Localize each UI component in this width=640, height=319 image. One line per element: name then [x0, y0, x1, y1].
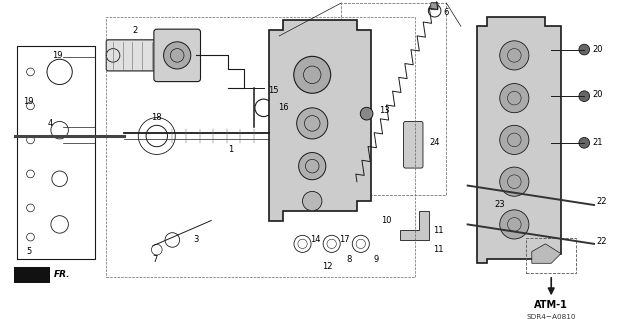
FancyBboxPatch shape	[106, 40, 164, 71]
Circle shape	[500, 125, 529, 154]
Text: FR.: FR.	[54, 271, 70, 279]
Text: 19: 19	[23, 97, 34, 106]
Circle shape	[360, 108, 373, 120]
Circle shape	[297, 108, 328, 139]
Circle shape	[303, 191, 322, 211]
Text: 10: 10	[381, 216, 391, 225]
Text: ATM-1: ATM-1	[534, 300, 568, 310]
Text: 18: 18	[152, 113, 162, 122]
Text: 8: 8	[346, 255, 352, 264]
Text: 23: 23	[495, 201, 505, 210]
FancyBboxPatch shape	[154, 29, 200, 82]
Text: 6: 6	[444, 8, 449, 17]
Text: 22: 22	[596, 237, 607, 246]
Circle shape	[294, 56, 331, 93]
Circle shape	[579, 44, 589, 55]
Circle shape	[500, 84, 529, 113]
Text: 13: 13	[379, 106, 389, 115]
Text: 22: 22	[596, 197, 607, 206]
Text: 20: 20	[593, 90, 603, 99]
Text: 17: 17	[339, 235, 349, 244]
Circle shape	[299, 152, 326, 180]
Polygon shape	[14, 267, 50, 283]
Text: SDR4−A0810: SDR4−A0810	[527, 314, 576, 319]
Circle shape	[579, 91, 589, 101]
Circle shape	[500, 167, 529, 196]
Text: 1: 1	[228, 145, 233, 154]
Text: 11: 11	[433, 226, 444, 235]
Polygon shape	[269, 20, 371, 220]
Text: 7: 7	[152, 255, 157, 264]
Text: 3: 3	[193, 235, 198, 244]
Text: 11: 11	[433, 245, 444, 254]
FancyBboxPatch shape	[431, 3, 438, 10]
Circle shape	[579, 137, 589, 148]
Text: 9: 9	[374, 255, 379, 264]
Text: 16: 16	[278, 103, 289, 112]
Polygon shape	[477, 17, 561, 263]
Polygon shape	[532, 244, 561, 263]
Circle shape	[500, 210, 529, 239]
Circle shape	[164, 42, 191, 69]
Text: 21: 21	[593, 138, 603, 147]
Text: 15: 15	[268, 86, 278, 95]
Text: 5: 5	[26, 247, 31, 256]
Text: 4: 4	[47, 119, 52, 128]
Polygon shape	[399, 211, 429, 240]
Text: 12: 12	[323, 262, 333, 271]
Text: 19: 19	[52, 51, 63, 60]
Text: 2: 2	[132, 26, 138, 35]
Text: 14: 14	[310, 235, 321, 244]
Text: 24: 24	[429, 138, 440, 147]
Circle shape	[500, 41, 529, 70]
Text: 20: 20	[593, 45, 603, 54]
FancyBboxPatch shape	[404, 122, 423, 168]
